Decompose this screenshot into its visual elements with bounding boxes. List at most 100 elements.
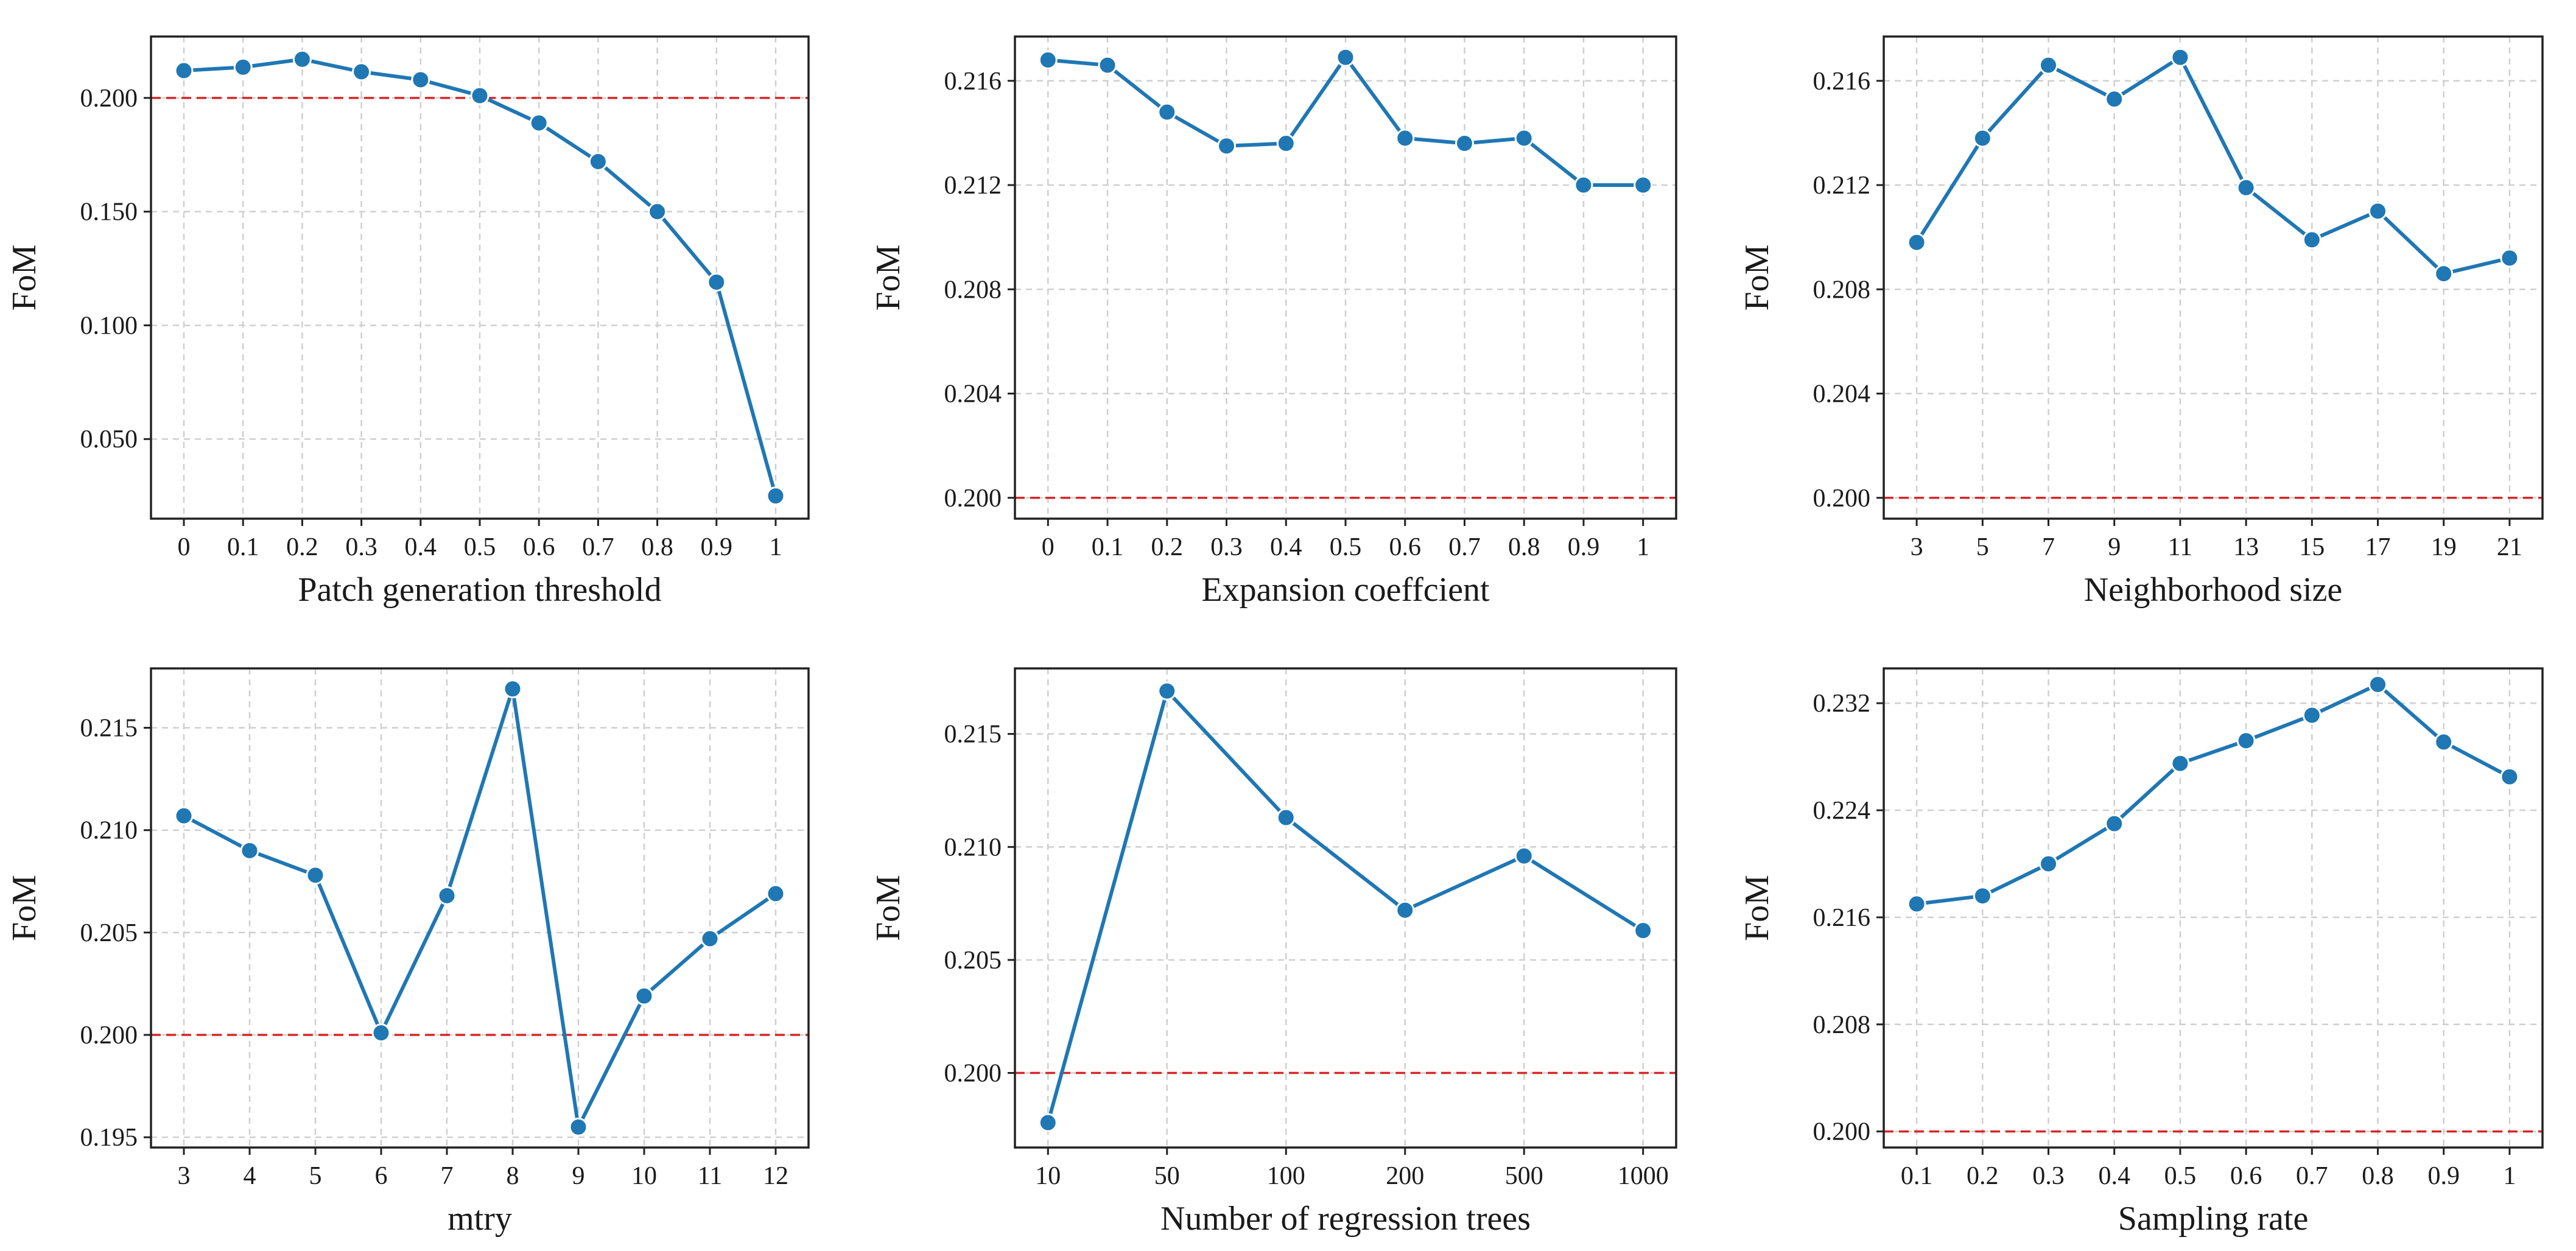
chart-panel-3: 3 5 7 9 11 13 15 17 19 21 0.200 0.204 0.208 0.212 0.21… [1738, 35, 2544, 609]
x-tick-label: 0.7 [1448, 533, 1481, 561]
x-axis-title: Expansion coeffcient [1201, 571, 1490, 609]
y-tick-label: 0.195 [80, 1124, 138, 1152]
y-tick-label: 0.200 [944, 485, 1002, 513]
x-tick-label: 0.4 [405, 533, 437, 561]
plot-frame [1014, 667, 1677, 1149]
data-point [1455, 134, 1474, 153]
y-tick-label: 0.210 [80, 817, 138, 845]
chart-panel-5: 10 50 100 200 500 1000 0.200 0.205 0.210 0.215 Num… [869, 667, 1677, 1238]
data-point [1907, 894, 1926, 914]
data-point [2302, 230, 2322, 250]
data-point [1038, 51, 1058, 70]
x-tick-label: 0.6 [523, 533, 555, 561]
x-tick-label: 0.4 [2098, 1162, 2130, 1190]
y-tick-label: 0.050 [80, 426, 138, 454]
data-point [292, 49, 312, 69]
y-tick-label: 0.216 [944, 68, 1002, 96]
x-tick-label: 0.8 [1508, 533, 1540, 561]
data-point [1634, 921, 1653, 941]
x-tick-label: 0.2 [1151, 533, 1184, 561]
data-point [2500, 248, 2519, 268]
data-point [1634, 175, 1653, 195]
x-tick-label: 15 [2299, 533, 2325, 561]
x-tick-label: 5 [1976, 533, 1989, 561]
data-point [1217, 136, 1237, 156]
y-tick-label: 0.216 [1813, 68, 1871, 96]
y-tick-label: 0.200 [80, 1021, 138, 1050]
data-point [2368, 675, 2387, 694]
data-point [766, 884, 785, 903]
x-tick-label: 0.5 [2164, 1162, 2197, 1190]
x-tick-label: 1 [1637, 533, 1649, 561]
chart-panel-1: 0 0.1 0.2 0.3 0.4 0.5 0.6 0.7 0.8 0.9 1 0.050 0.100 0… [5, 35, 810, 609]
plot-frame [1883, 667, 2544, 1149]
y-tick-label: 0.208 [1813, 1011, 1871, 1039]
x-axis-title: Neighborhood size [2084, 571, 2343, 609]
x-tick-label: 200 [1386, 1162, 1424, 1190]
y-tick-label: 0.216 [1813, 904, 1871, 932]
x-tick-label: 0.7 [2296, 1162, 2328, 1190]
y-tick-label: 0.205 [944, 947, 1002, 975]
x-tick-label: 0.5 [464, 533, 496, 561]
y-tick-label: 0.212 [1813, 172, 1871, 200]
y-tick-label: 0.212 [944, 172, 1002, 200]
plot-frame [1883, 35, 2544, 520]
y-axis-title: FoM [5, 875, 43, 941]
data-point [766, 486, 785, 506]
data-point [371, 1023, 391, 1043]
data-point [2039, 55, 2058, 75]
data-point [1973, 886, 1992, 906]
data-point [1276, 808, 1296, 827]
x-tick-label: 0.7 [582, 533, 614, 561]
data-point [2236, 731, 2256, 751]
x-tick-label: 10 [631, 1162, 657, 1190]
data-point [411, 70, 430, 89]
series-line [1046, 689, 1644, 1123]
x-tick-label: 11 [698, 1162, 722, 1190]
y-tick-label: 0.215 [944, 721, 1002, 749]
data-point [352, 62, 371, 82]
y-tick-label: 0.204 [944, 380, 1002, 408]
x-tick-label: 0.1 [227, 533, 259, 561]
data-point [437, 886, 457, 905]
series-line [1916, 682, 2511, 906]
y-tick-label: 0.150 [80, 198, 138, 226]
data-point [1098, 55, 1117, 75]
data-point [2302, 706, 2322, 725]
data-point [2500, 767, 2519, 787]
y-tick-label: 0.208 [944, 276, 1002, 304]
x-tick-label: 8 [507, 1162, 519, 1190]
y-tick-label: 0.224 [1813, 797, 1871, 825]
data-point [240, 841, 259, 860]
x-tick-label: 1000 [1618, 1162, 1669, 1190]
data-point [1574, 175, 1593, 195]
x-tick-label: 13 [2233, 533, 2259, 561]
y-tick-label: 0.200 [1813, 485, 1871, 513]
x-axis-title: Sampling rate [2118, 1200, 2309, 1238]
chart-panel-4: 3 4 5 6 7 8 9 10 11 12 0.195 0.200 0.205 0.210 0.215 mt… [5, 667, 810, 1238]
data-point [588, 152, 608, 171]
data-point [2236, 178, 2256, 197]
data-point [2434, 264, 2454, 284]
y-tick-label: 0.205 [80, 919, 138, 947]
x-tick-label: 1 [770, 533, 782, 561]
data-point [1395, 128, 1415, 148]
x-axis-title: Number of regression trees [1160, 1200, 1531, 1238]
data-point [174, 806, 194, 825]
chart-panel-6: 0.1 0.2 0.3 0.4 0.5 0.6 0.7 0.8 0.9 1 0.200 0.208 0.… [1738, 667, 2544, 1238]
x-tick-label: 12 [763, 1162, 788, 1190]
x-tick-label: 0.8 [2362, 1162, 2394, 1190]
x-tick-label: 0.6 [1389, 533, 1421, 561]
series-line [1915, 55, 2510, 276]
data-point [2368, 201, 2387, 221]
data-point [1973, 128, 1992, 148]
data-point [470, 86, 490, 105]
y-axis-title: FoM [869, 875, 907, 941]
y-tick-label: 0.210 [944, 833, 1002, 861]
x-axis-title: mtry [447, 1200, 512, 1238]
x-tick-label: 0.5 [1330, 533, 1362, 561]
x-tick-label: 0.9 [701, 533, 733, 561]
x-tick-label: 7 [2042, 533, 2055, 561]
x-tick-label: 0.2 [1967, 1162, 1999, 1190]
